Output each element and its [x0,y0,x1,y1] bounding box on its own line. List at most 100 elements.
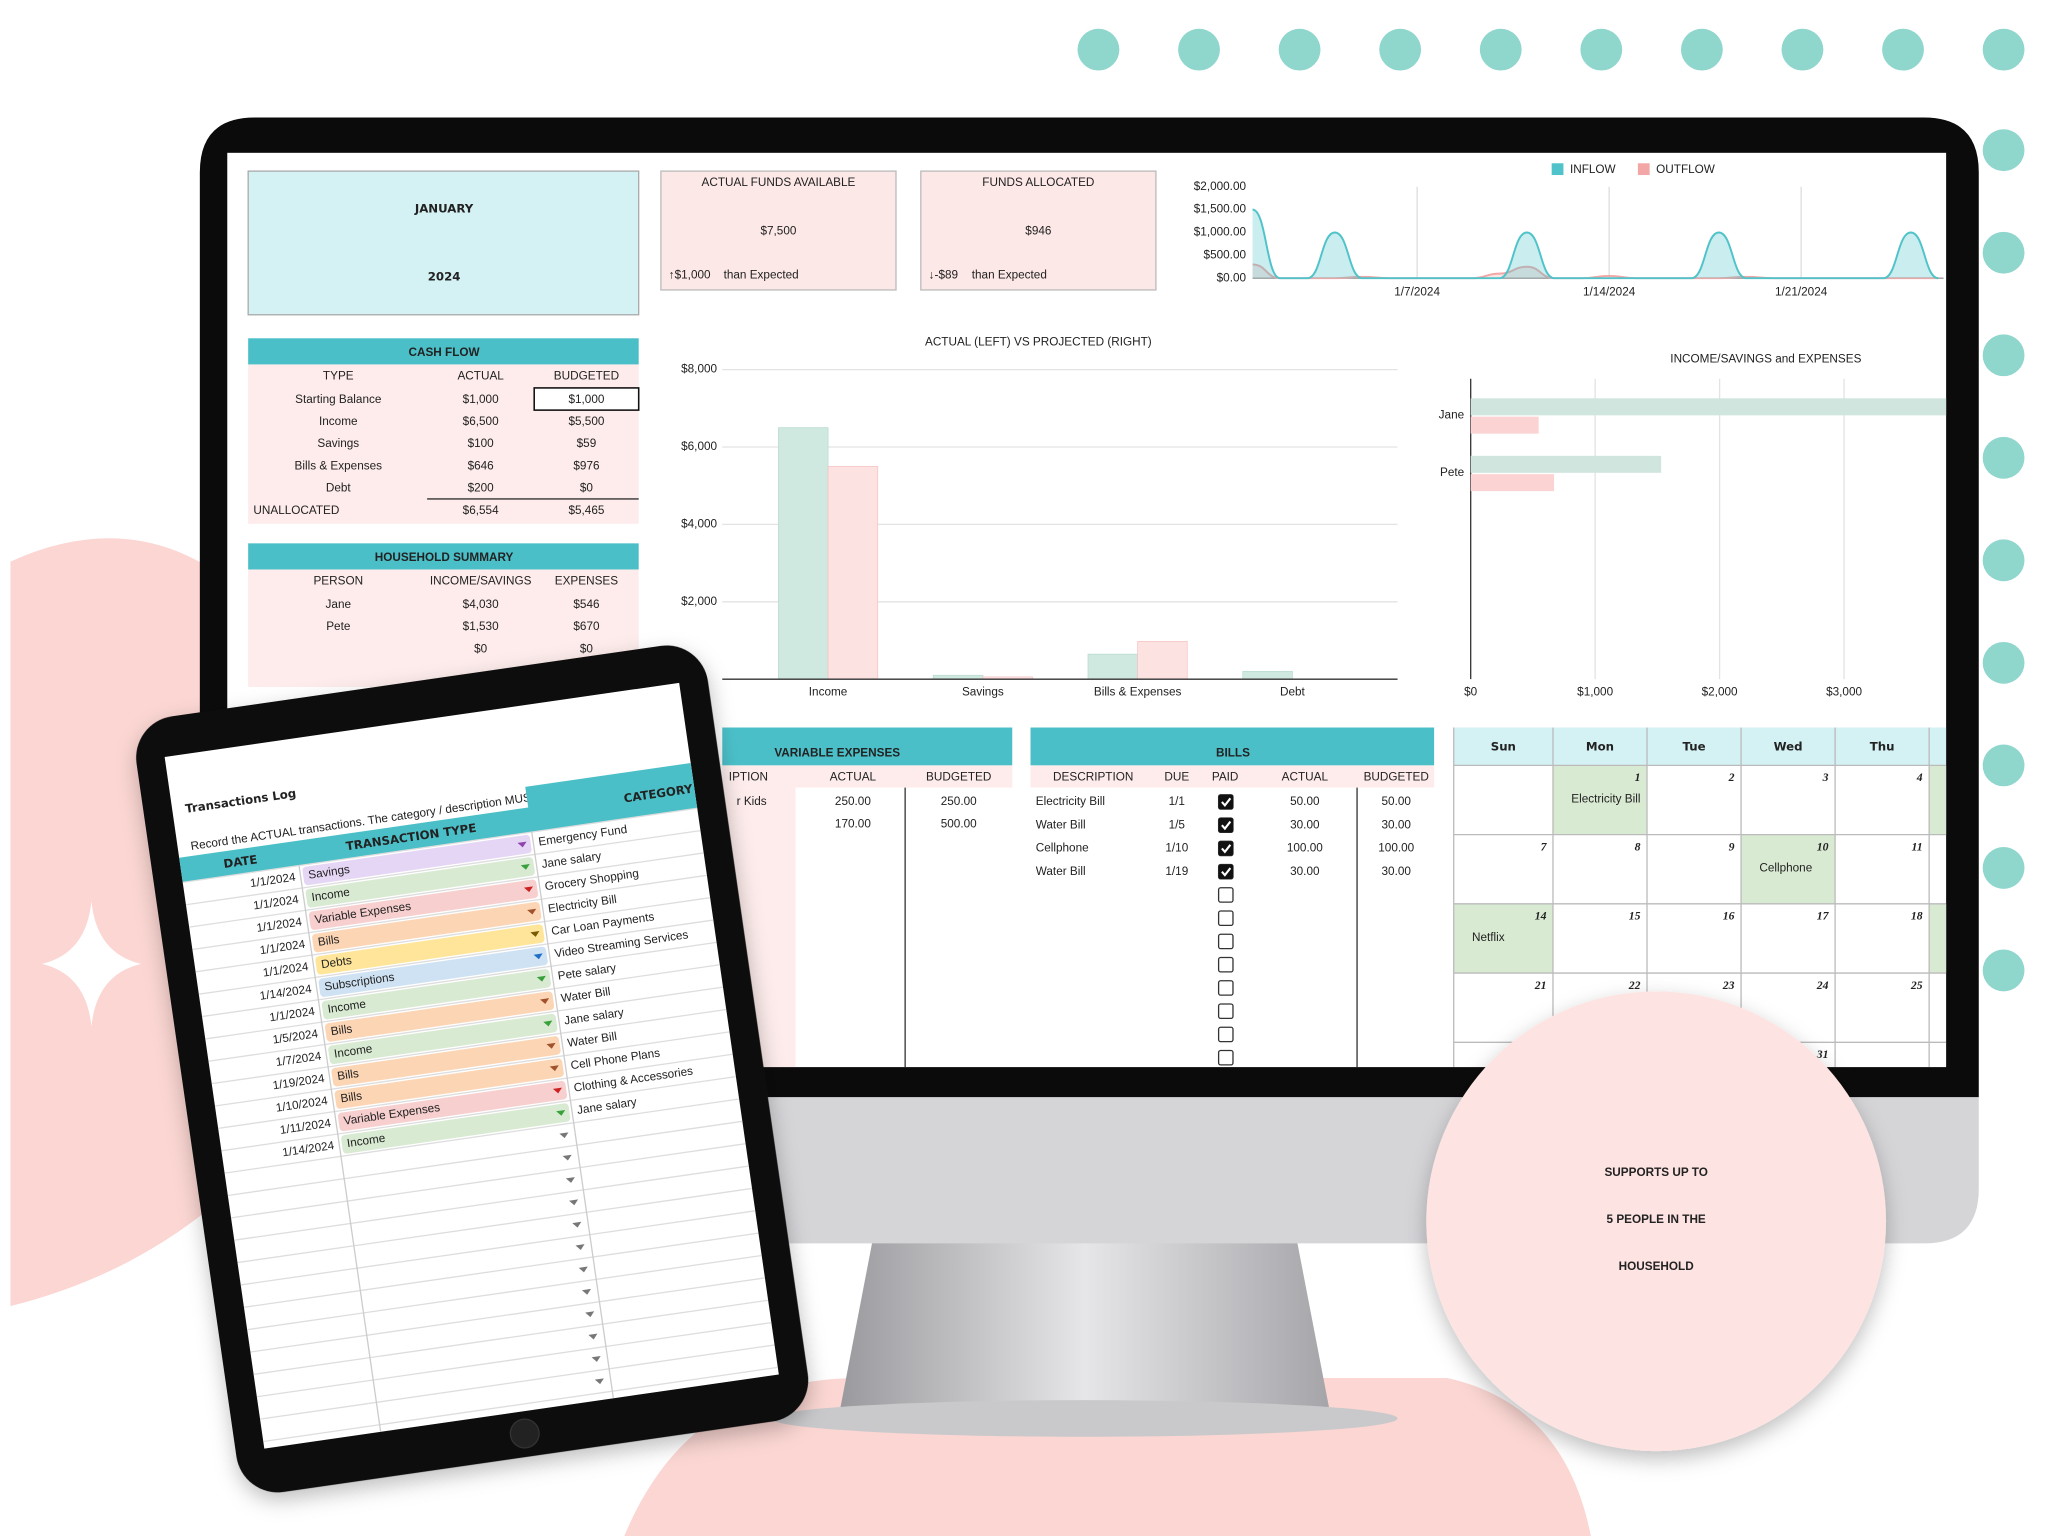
date: 17 [1817,910,1830,923]
bar [1470,416,1539,434]
dot [1982,129,2025,172]
bar [1470,398,1947,416]
cell: 30.00 [1382,865,1412,878]
row-line [195,897,711,973]
date: 25 [1910,979,1923,992]
dot [1178,28,1220,71]
column-header: EXPENSES [555,574,619,587]
date: 9 [1729,840,1735,853]
dot [1982,539,2025,582]
column-header: IPTION [729,770,768,783]
type-cell: Income [333,1042,373,1060]
cell: $0 [474,642,488,655]
selected-cell [533,387,640,411]
row-line [227,1120,743,1197]
row-line [230,1143,746,1219]
row-line [250,1277,766,1353]
cell: 500.00 [941,817,977,830]
row-line [192,874,707,951]
funds-label: ACTUAL FUNDS AVAILABLE [702,176,856,189]
event-cell [1741,834,1836,904]
type-cell: Bills [330,1022,353,1038]
date: 11 [1912,840,1923,853]
section-header [1030,727,1435,766]
type-chip [321,969,551,1020]
dot [1982,436,2025,479]
funds-note: than Expected [972,269,1047,282]
row-line [259,1344,775,1420]
row-line [224,1098,740,1174]
dot [1982,28,2025,71]
dropdown-arrow [520,863,530,870]
y-tick-label: $1,000.00 [1194,226,1247,239]
dot [1982,334,2025,377]
sparkle [41,901,142,1027]
row-line [218,1053,733,1130]
bar [827,465,879,680]
cell: $670 [573,620,600,633]
x-tick-label: Debt [1280,685,1306,698]
date: 21 [1534,979,1547,992]
cell: $1,530 [463,620,499,633]
type-chip [328,1013,558,1065]
y-tick-label: $0.00 [1217,271,1247,284]
cell: 30.00 [1290,818,1320,831]
cell: $5,465 [568,504,604,517]
x-tick-label: Savings [962,685,1004,698]
dot [1982,847,2025,889]
cell: 1/19 [1165,865,1188,878]
dropdown-arrow [591,1355,601,1362]
funds-delta: ↑$1,000 [669,269,711,282]
dot [1781,28,1824,71]
date: 31 [1816,1048,1829,1061]
cell: Jane [326,598,352,611]
type-cell: Bills [336,1067,359,1083]
cell: Savings [317,437,359,450]
type-chip [337,1080,568,1132]
cell: $5,500 [568,415,604,428]
x-tick-label: 1/21/2024 [1775,286,1828,299]
dropdown-arrow [530,931,540,937]
type-cell: Savings [307,863,350,882]
x-tick-label: Income [809,685,848,698]
row-line [201,941,717,1018]
dashboard: JANUARY 2024 ACTUAL FUNDS AVAILABLE $7,500 ↑… [247,163,1947,1068]
col-line [298,865,382,1432]
dropdown-arrow [594,1378,604,1385]
cell: Income [319,415,358,428]
row-line [263,1366,778,1443]
weekday: Tue [1683,740,1706,754]
cell: Water Bill [1036,865,1086,878]
section-title: CASH FLOW [409,346,481,359]
cell: $976 [573,459,600,472]
dropdown-arrow [540,998,550,1004]
dropdown-arrow [543,1020,553,1027]
section-title: VARIABLE EXPENSES [774,747,900,760]
col-line [531,831,615,1399]
dropdown-arrow [549,1065,559,1072]
column-header: ACTUAL [457,369,504,382]
checkmark [1221,820,1232,831]
cell: $6,500 [463,415,499,428]
row-line [211,1008,727,1085]
dropdown-arrow [572,1221,582,1228]
x-tick-label: $0 [1464,685,1478,698]
section-title: BILLS [1216,747,1250,760]
x-tick-label: Bills & Expenses [1094,685,1182,698]
cell: $546 [573,598,600,611]
type-chip [302,834,532,886]
funds-delta: ↓-$89 [929,269,958,282]
type-chip [325,991,555,1042]
dropdown-arrow [533,953,543,960]
month: JANUARY [414,201,474,215]
badge-text: SUPPORTS UP TO [1604,1166,1707,1179]
date: 14 [1535,910,1547,923]
row-line [205,964,720,1040]
date-cell: 1/1/2024 [256,915,304,934]
checkbox-checked [1218,818,1233,833]
x-tick-label: $1,000 [1577,685,1613,698]
date: 4 [1916,771,1923,784]
section-header [248,338,639,365]
